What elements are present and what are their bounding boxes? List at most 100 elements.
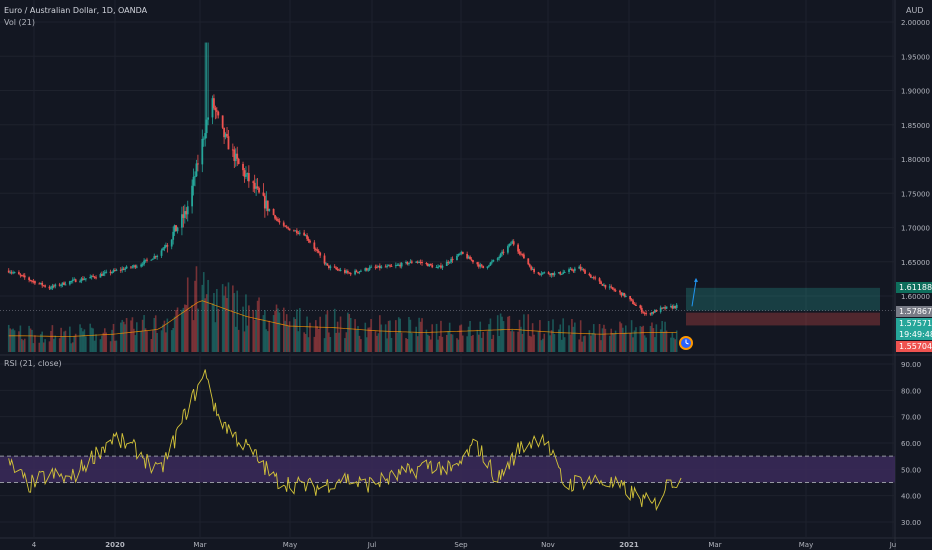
- candle-body: [470, 259, 473, 261]
- candle-body: [664, 307, 666, 309]
- volume-bar: [121, 319, 124, 352]
- candle-body: [7, 270, 10, 273]
- volume-bar: [574, 322, 576, 352]
- volume-bar: [83, 329, 86, 352]
- candle-body: [367, 269, 370, 271]
- rsi-line: [8, 369, 682, 512]
- volume-bar: [227, 282, 230, 352]
- symbol-title[interactable]: Euro / Australian Dollar, 1D, OANDA: [4, 6, 148, 15]
- long-position-tool[interactable]: [0, 277, 895, 326]
- candle-body: [345, 270, 348, 273]
- volume-bar: [608, 335, 611, 352]
- candle-body: [131, 266, 134, 268]
- candle-body: [389, 265, 391, 267]
- candle-body: [112, 270, 115, 273]
- volume-bar: [395, 320, 397, 352]
- candle-body: [662, 307, 665, 309]
- candle-body: [89, 276, 92, 279]
- candle-body: [520, 253, 522, 255]
- volume-bar: [659, 329, 662, 352]
- candle-body: [83, 279, 86, 281]
- volume-bar: [213, 293, 215, 352]
- volume-bar: [610, 328, 613, 352]
- candle-body: [73, 279, 76, 281]
- candle-body: [160, 250, 163, 256]
- candle-body: [584, 270, 586, 274]
- volume-bar: [211, 303, 214, 352]
- volume-bar: [297, 331, 300, 352]
- candle-body: [482, 265, 485, 269]
- candle-body: [630, 299, 633, 301]
- volume-bar: [29, 328, 32, 352]
- candle-body: [93, 276, 96, 278]
- volume-bar: [95, 334, 97, 352]
- volume-bar: [368, 327, 371, 352]
- candle-body: [399, 264, 402, 267]
- candle-body: [92, 275, 95, 277]
- candle-body: [620, 292, 623, 296]
- candle-body: [562, 272, 565, 274]
- candle-body: [50, 288, 52, 290]
- volume-bar: [622, 327, 624, 352]
- volume-bar: [460, 324, 463, 352]
- volume-bar: [530, 336, 532, 352]
- candle-body: [560, 273, 563, 275]
- volume-bar: [539, 320, 541, 352]
- rsi-tick-label: 80.00: [901, 387, 921, 395]
- volume-bar: [105, 332, 108, 352]
- candle-body: [521, 253, 524, 255]
- volume-bar: [528, 335, 531, 352]
- candle-body: [41, 282, 44, 286]
- volume-bar: [654, 337, 656, 352]
- volume-bar: [13, 330, 16, 352]
- rsi-indicator-label[interactable]: RSI (21, close): [4, 359, 62, 368]
- volume-bar: [415, 326, 418, 352]
- volume-bar: [542, 338, 544, 352]
- candle-body: [163, 246, 166, 249]
- candle-body: [635, 304, 637, 306]
- candle-body: [659, 307, 662, 312]
- candle-body: [253, 182, 256, 189]
- volume-bar: [277, 308, 279, 352]
- price-axis[interactable]: 2.00000 1.95000 1.90000 1.85000 1.80000 1.750…: [901, 19, 930, 527]
- candle-body: [32, 280, 35, 282]
- candle-body: [674, 305, 677, 308]
- candle-body: [429, 264, 432, 266]
- volume-bar: [89, 323, 92, 352]
- volume-bar: [470, 335, 473, 352]
- alert-clock-icon[interactable]: [679, 336, 693, 350]
- candle-body: [649, 313, 652, 315]
- volume-bar: [440, 320, 442, 352]
- candle-body: [541, 272, 544, 274]
- volume-bar: [591, 332, 594, 352]
- volume-indicator-label[interactable]: Vol (21): [4, 18, 35, 27]
- volume-bar: [335, 332, 337, 352]
- volume-bar: [502, 321, 505, 352]
- candle-body: [486, 266, 489, 269]
- candle-body: [437, 266, 439, 268]
- volume-bar: [428, 335, 431, 352]
- volume-bar: [185, 304, 188, 352]
- volume-bar: [48, 341, 51, 352]
- candle-body: [153, 256, 156, 259]
- time-axis[interactable]: 4 2020 Mar May Jul Sep Nov 2021 Mar May Ju: [32, 541, 896, 549]
- volume-bar: [165, 332, 167, 352]
- candle-body: [51, 285, 54, 289]
- candle-body: [307, 238, 310, 241]
- volume-bar: [571, 319, 573, 352]
- candle-body: [592, 277, 595, 279]
- candle-body: [207, 117, 210, 120]
- volume-bar: [217, 308, 220, 352]
- candle-body: [435, 267, 438, 269]
- volume-bar: [629, 332, 631, 352]
- candle-body: [655, 310, 658, 312]
- volume-bar: [234, 326, 237, 352]
- candle-body: [492, 259, 495, 262]
- candle-body: [480, 264, 483, 266]
- volume-bar: [246, 325, 249, 352]
- candle-body: [285, 226, 288, 228]
- volume-ma-line: [8, 300, 677, 338]
- candle-body: [162, 248, 164, 251]
- candle-body: [79, 281, 81, 283]
